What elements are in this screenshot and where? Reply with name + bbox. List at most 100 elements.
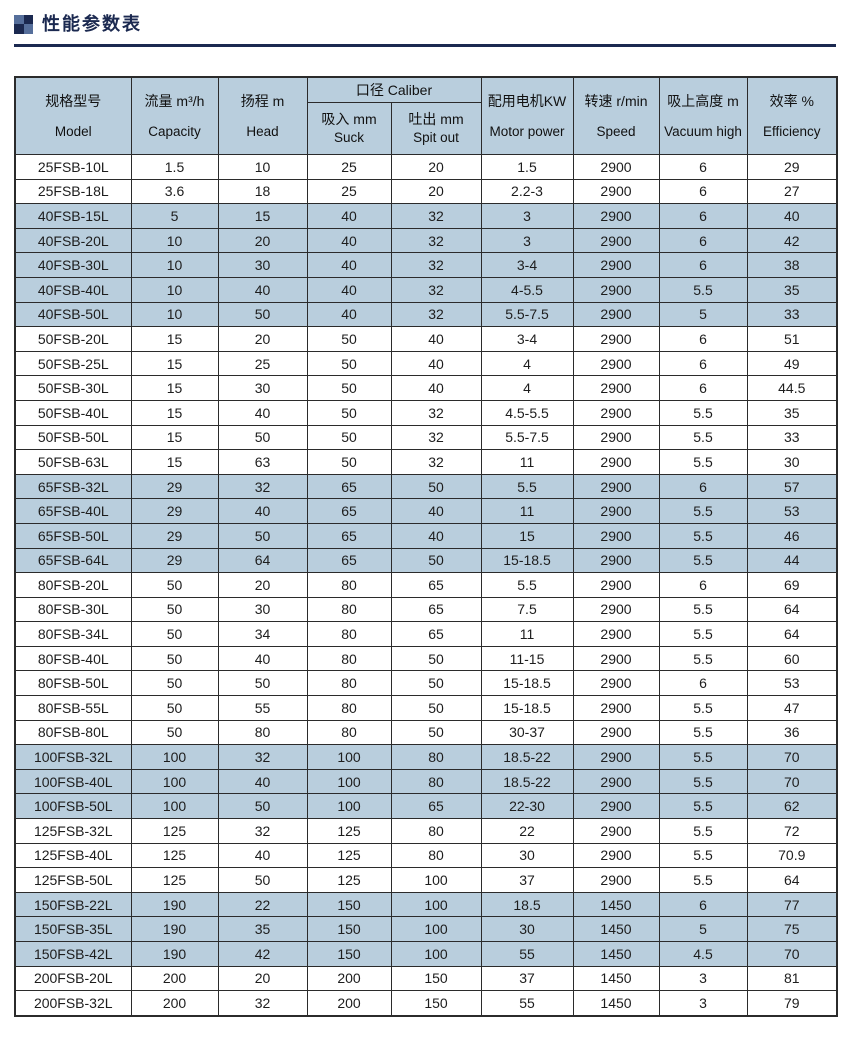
- cell-speed: 2900: [572, 768, 660, 795]
- cell-head: 40: [217, 645, 308, 672]
- cell-capacity: 100: [130, 744, 219, 770]
- cell-spit: 40: [390, 522, 482, 549]
- cell-speed: 1450: [572, 891, 660, 918]
- cell-vacuum: 5.5: [658, 596, 748, 623]
- cell-head: 20: [217, 965, 308, 992]
- cell-head: 20: [217, 326, 308, 352]
- cell-suck: 40: [306, 227, 392, 254]
- cell-power: 5.5-7.5: [480, 424, 574, 451]
- cell-capacity: 10: [130, 301, 219, 328]
- cell-capacity: 10: [130, 252, 219, 278]
- cell-vacuum: 6: [658, 203, 748, 229]
- table-row: 150FSB-42L 190 42 150 100 55 1450 4.5 70: [14, 941, 838, 967]
- cell-efficiency: 62: [746, 793, 838, 820]
- cell-suck: 40: [306, 203, 392, 229]
- cell-head: 30: [217, 596, 308, 623]
- cell-spit: 32: [390, 252, 482, 278]
- cell-suck: 80: [306, 695, 392, 721]
- cell-vacuum: 5.5: [658, 719, 748, 746]
- cell-suck: 50: [306, 350, 392, 377]
- cell-suck: 80: [306, 596, 392, 623]
- cell-speed: 2900: [572, 473, 660, 500]
- cell-speed: 2900: [572, 867, 660, 893]
- cell-spit: 20: [390, 178, 482, 205]
- cell-vacuum: 5: [658, 301, 748, 328]
- cell-model: 25FSB-18L: [14, 178, 132, 205]
- cell-head: 50: [217, 522, 308, 549]
- cell-spit: 32: [390, 203, 482, 229]
- cell-vacuum: 6: [658, 473, 748, 500]
- cell-speed: 2900: [572, 695, 660, 721]
- cell-efficiency: 36: [746, 719, 838, 746]
- cell-model: 50FSB-25L: [14, 350, 132, 377]
- table-row: 65FSB-50L 29 50 65 40 15 2900 5.5 46: [14, 522, 838, 549]
- cell-efficiency: 69: [746, 572, 838, 598]
- cell-head: 50: [217, 301, 308, 328]
- cell-model: 65FSB-32L: [14, 473, 132, 500]
- cell-speed: 2900: [572, 154, 660, 180]
- cell-efficiency: 70: [746, 941, 838, 967]
- cell-spit: 20: [390, 154, 482, 180]
- cell-spit: 100: [390, 916, 482, 942]
- cell-speed: 2900: [572, 498, 660, 524]
- cell-head: 20: [217, 572, 308, 598]
- cell-suck: 80: [306, 572, 392, 598]
- cell-power: 37: [480, 867, 574, 893]
- cell-vacuum: 6: [658, 891, 748, 918]
- cell-head: 80: [217, 719, 308, 746]
- cell-capacity: 3.6: [130, 178, 219, 205]
- cell-power: 5.5: [480, 473, 574, 500]
- table-row: 65FSB-32L 29 32 65 50 5.5 2900 6 57: [14, 473, 838, 500]
- cell-power: 3: [480, 203, 574, 229]
- table-row: 40FSB-50L 10 50 40 32 5.5-7.5 2900 5 33: [14, 301, 838, 328]
- cell-suck: 50: [306, 326, 392, 352]
- table-row: 25FSB-18L 3.6 18 25 20 2.2-3 2900 6 27: [14, 178, 838, 205]
- cell-vacuum: 5.5: [658, 276, 748, 303]
- cell-spit: 80: [390, 768, 482, 795]
- cell-speed: 1450: [572, 941, 660, 967]
- cell-vacuum: 6: [658, 375, 748, 401]
- cell-suck: 150: [306, 916, 392, 942]
- cell-spit: 100: [390, 891, 482, 918]
- cell-capacity: 190: [130, 941, 219, 967]
- header-row-top: 规格型号 Model 流量 m³/h Capacity 扬程 m Head 口径…: [14, 76, 838, 155]
- cell-model: 40FSB-50L: [14, 301, 132, 328]
- cell-power: 22-30: [480, 793, 574, 820]
- cell-power: 7.5: [480, 596, 574, 623]
- cell-speed: 2900: [572, 719, 660, 746]
- cell-model: 100FSB-32L: [14, 744, 132, 770]
- cell-spit: 50: [390, 473, 482, 500]
- cell-model: 25FSB-10L: [14, 154, 132, 180]
- cell-efficiency: 53: [746, 670, 838, 697]
- cell-head: 40: [217, 276, 308, 303]
- cell-efficiency: 27: [746, 178, 838, 205]
- cell-head: 15: [217, 203, 308, 229]
- cell-head: 35: [217, 916, 308, 942]
- cell-vacuum: 5: [658, 916, 748, 942]
- cell-speed: 2900: [572, 350, 660, 377]
- cell-spit: 32: [390, 399, 482, 426]
- cell-efficiency: 64: [746, 867, 838, 893]
- cell-speed: 2900: [572, 399, 660, 426]
- cell-head: 40: [217, 399, 308, 426]
- cell-power: 11: [480, 449, 574, 475]
- cell-vacuum: 4.5: [658, 941, 748, 967]
- cell-head: 25: [217, 350, 308, 377]
- cell-vacuum: 5.5: [658, 547, 748, 574]
- cell-vacuum: 5.5: [658, 744, 748, 770]
- col-header-head: 扬程 m Head: [217, 76, 308, 155]
- cell-speed: 2900: [572, 670, 660, 697]
- cell-vacuum: 6: [658, 178, 748, 205]
- cell-model: 80FSB-80L: [14, 719, 132, 746]
- cell-model: 40FSB-20L: [14, 227, 132, 254]
- table-row: 125FSB-50L 125 50 125 100 37 2900 5.5 64: [14, 867, 838, 893]
- cell-efficiency: 35: [746, 276, 838, 303]
- cell-capacity: 5: [130, 203, 219, 229]
- cell-spit: 40: [390, 375, 482, 401]
- cell-speed: 2900: [572, 449, 660, 475]
- cell-speed: 2900: [572, 301, 660, 328]
- cell-capacity: 29: [130, 522, 219, 549]
- table-row: 150FSB-22L 190 22 150 100 18.5 1450 6 77: [14, 891, 838, 918]
- cell-suck: 40: [306, 276, 392, 303]
- table-row: 125FSB-40L 125 40 125 80 30 2900 5.5 70.9: [14, 842, 838, 869]
